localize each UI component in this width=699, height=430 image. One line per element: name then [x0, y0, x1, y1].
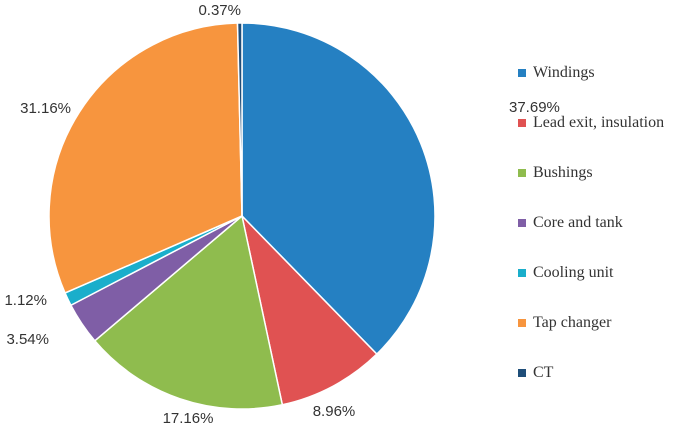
slice-value-label: 37.69% [509, 99, 560, 116]
legend-label: Core and tank [533, 213, 623, 231]
legend-swatch [518, 68, 526, 77]
legend-label: Lead exit, insulation [533, 113, 665, 131]
legend-item: Tap changer [518, 310, 698, 335]
slice-value-label: 31.16% [20, 100, 71, 117]
slice-value-label: 0.37% [198, 2, 241, 19]
legend-swatch [518, 168, 526, 177]
legend-label: CT [533, 363, 554, 381]
legend-label: Windings [533, 63, 595, 81]
legend-item: Windings [518, 60, 698, 85]
legend-item: Bushings [518, 160, 698, 185]
legend-swatch [518, 318, 526, 327]
legend-item: Core and tank [518, 210, 698, 235]
slice-value-label: 17.16% [163, 410, 214, 427]
legend-label: Cooling unit [533, 263, 614, 281]
chart-legend: Windings Lead exit, insulation Bushings Cor… [518, 60, 698, 410]
legend-item: Cooling unit [518, 260, 698, 285]
legend-swatch [518, 218, 526, 227]
slice-value-labels: 37.69% 8.96% 17.16% 3.54% 1.12% 31.16% 0.37% [4, 2, 559, 427]
slice-value-label: 8.96% [313, 403, 356, 420]
legend-label: Tap changer [533, 313, 612, 331]
pie-slices [48, 22, 436, 410]
legend-item: Lead exit, insulation [518, 110, 698, 135]
pie-slice-lead-exit-insulation [240, 213, 378, 406]
legend-swatch [518, 118, 526, 127]
pie-slice-ct [236, 22, 243, 217]
slice-value-label: 1.12% [4, 292, 47, 309]
legend-label: Bushings [533, 163, 593, 181]
slice-value-label: 3.54% [6, 331, 49, 348]
pie-slice-bushings [93, 214, 284, 410]
legend-swatch [518, 268, 526, 277]
legend-item: CT [518, 360, 698, 385]
legend-swatch [518, 368, 526, 377]
pie-slice-windings [241, 22, 436, 356]
pie-slice-tap-changer [48, 22, 243, 294]
